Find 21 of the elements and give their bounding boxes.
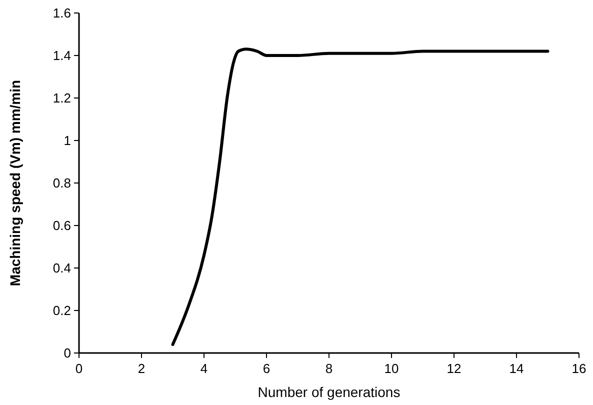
x-tick-label: 12 [446, 361, 462, 376]
x-tick-label: 10 [384, 361, 399, 376]
y-tick-label: 0.4 [52, 260, 71, 276]
x-tick-label: 2 [138, 361, 146, 376]
y-tick-label: 1 [64, 133, 71, 148]
x-tick-label: 4 [200, 361, 208, 376]
x-axis-title: Number of generations [258, 384, 400, 400]
y-tick-label: 1.4 [52, 48, 71, 64]
x-tick-label: 16 [572, 361, 586, 376]
y-tick-label: 0.2 [52, 303, 71, 318]
y-tick-label: 0.8 [52, 176, 71, 191]
y-tick-label: 0.6 [52, 218, 71, 234]
y-tick-label: 1.2 [52, 90, 71, 106]
y-axis-title: Machining speed (Vm) mm/min [7, 80, 23, 286]
x-tick-label: 14 [509, 361, 524, 376]
x-tick-label: 8 [325, 361, 333, 376]
x-tick-label: 0 [75, 361, 83, 376]
y-tick-label: 1.6 [52, 6, 71, 21]
line-series [171, 48, 550, 346]
y-tick-label: 0 [64, 346, 71, 361]
x-tick-label: 6 [262, 361, 270, 376]
